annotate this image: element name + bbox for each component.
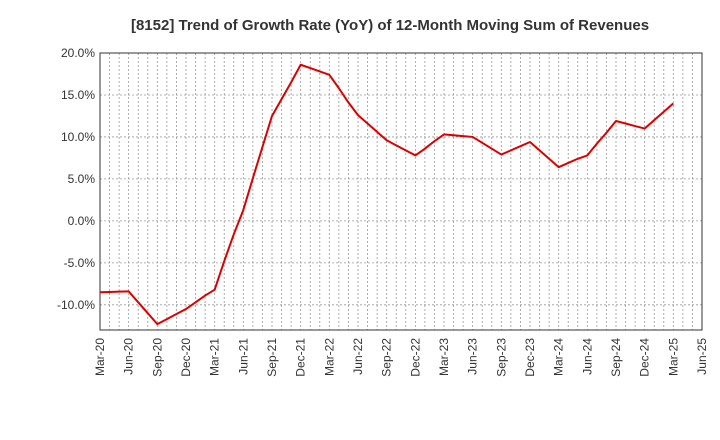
- plot-area: [99, 52, 703, 331]
- x-tick-label: Sep-23: [494, 338, 508, 377]
- x-tick-label: Jun-25: [695, 338, 709, 375]
- x-tick-label: Dec-21: [294, 338, 308, 377]
- y-tick-label: 5.0%: [68, 172, 96, 186]
- x-tick-label: Jun-23: [466, 338, 480, 375]
- x-tick-label: Sep-20: [150, 338, 164, 377]
- x-tick-label: Dec-22: [408, 338, 422, 377]
- y-axis: 20.0% 15.0% 10.0% 5.0% 0.0% -5.0% -10.0%: [57, 46, 95, 312]
- x-tick-label: Dec-24: [638, 338, 652, 377]
- x-tick-label: Mar-20: [93, 338, 107, 376]
- x-tick-label: Sep-22: [380, 338, 394, 377]
- grid: [100, 52, 702, 330]
- y-tick-label: 0.0%: [68, 214, 96, 228]
- y-tick-label: -10.0%: [57, 298, 95, 312]
- y-tick-label: 20.0%: [61, 46, 95, 60]
- x-tick-label: Sep-21: [265, 338, 279, 377]
- series-line: [99, 63, 674, 326]
- x-tick-label: Mar-21: [208, 338, 222, 376]
- y-tick-label: -5.0%: [64, 256, 96, 270]
- y-tick-label: 15.0%: [61, 88, 95, 102]
- x-tick-label: Mar-22: [322, 338, 336, 376]
- series-lines: [99, 63, 674, 326]
- chart-title: [8152] Trend of Growth Rate (YoY) of 12-…: [131, 17, 649, 34]
- x-tick-label: Jun-24: [580, 338, 594, 375]
- x-axis: Mar-20 Jun-20 Sep-20 Dec-20 Mar-21 Jun-21 Sep-…: [93, 338, 709, 377]
- y-tick-label: 10.0%: [61, 130, 95, 144]
- x-tick-label: Jun-22: [351, 338, 365, 375]
- x-tick-label: Mar-25: [666, 338, 680, 376]
- x-tick-label: Dec-23: [523, 338, 537, 377]
- x-tick-label: Mar-23: [437, 338, 451, 376]
- x-tick-label: Jun-20: [122, 338, 136, 375]
- x-tick-label: Dec-20: [179, 338, 193, 377]
- x-tick-label: Sep-24: [609, 338, 623, 377]
- x-tick-label: Jun-21: [236, 338, 250, 375]
- x-tick-label: Mar-24: [552, 338, 566, 376]
